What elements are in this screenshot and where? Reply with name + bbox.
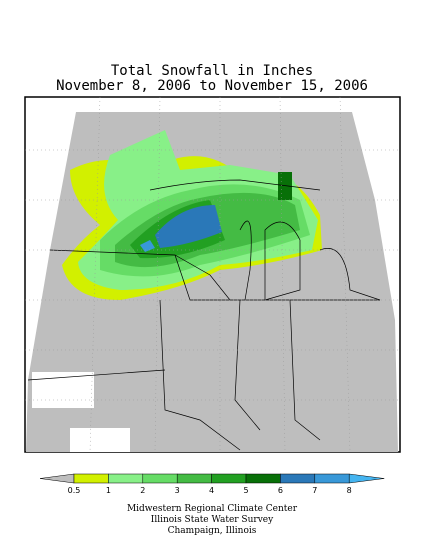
- legend-swatch: [108, 473, 144, 484]
- credit-line: Champaign, Illinois: [168, 526, 257, 536]
- legend-label: 3: [175, 486, 180, 495]
- legend-label: 8: [347, 486, 352, 495]
- legend-label: 1: [106, 486, 111, 495]
- legend-swatch: [176, 473, 212, 484]
- legend-label: 6: [278, 486, 283, 495]
- legend-label: 4: [209, 486, 214, 495]
- credit-line: Illinois State Water Survey: [151, 515, 274, 525]
- legend-label: 0.5: [68, 486, 81, 495]
- legend-swatch: [142, 473, 178, 484]
- title-line: Total Snowfall in Inches: [111, 63, 313, 79]
- legend-label: 5: [243, 486, 248, 495]
- map: [24, 96, 401, 453]
- legend-label: 2: [140, 486, 145, 495]
- legend-label: 7: [312, 486, 317, 495]
- legend-swatch: [73, 473, 109, 484]
- color-legend: 0.5 1 2 3 4 5 6 7 8: [39, 473, 385, 495]
- credit-line: Midwestern Regional Climate Center: [127, 504, 298, 514]
- legend-end: [348, 473, 385, 484]
- legend-swatch: [314, 473, 350, 484]
- legend-end: [39, 473, 75, 484]
- legend-swatch: [280, 473, 316, 484]
- legend-swatch: [245, 473, 281, 484]
- legend-swatch: [211, 473, 247, 484]
- title-line: November 8, 2006 to November 15, 2006: [56, 78, 368, 94]
